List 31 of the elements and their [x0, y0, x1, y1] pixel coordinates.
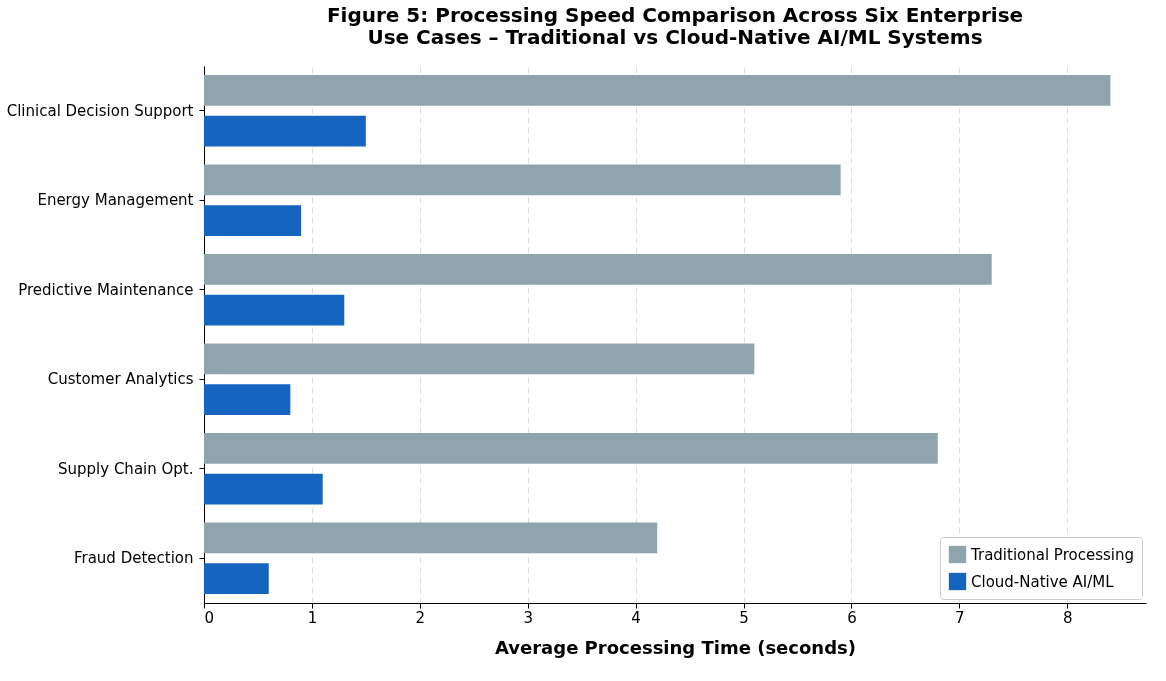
bar [204, 343, 755, 375]
y-tick-label: Clinical Decision Support [6, 101, 194, 120]
x-tick-label: 4 [631, 608, 641, 627]
x-tick-label: 6 [847, 608, 857, 627]
bar [204, 253, 992, 285]
bar [204, 563, 269, 595]
bar [204, 432, 938, 464]
x-tick-label: 3 [523, 608, 533, 627]
bar [204, 384, 291, 416]
legend-label: Cloud-Native AI/ML [971, 572, 1115, 591]
y-tick-label: Supply Chain Opt. [58, 459, 194, 478]
x-tick-label: 0 [204, 608, 215, 627]
y-tick-label: Energy Management [37, 191, 194, 210]
x-tick-label: 2 [415, 608, 426, 627]
bar [204, 74, 1111, 106]
x-tick-label: 5 [739, 608, 749, 627]
y-tick-label: Customer Analytics [47, 370, 194, 389]
bar [204, 115, 366, 147]
chart-title: Figure 5: Processing Speed Comparison Across Six Enterprise Use Cases – Traditional vs Cloud-Native AI/ML Systems [326, 3, 1024, 49]
bar [204, 522, 658, 554]
y-tick-label: Predictive Maintenance [18, 280, 194, 299]
bar [204, 473, 323, 505]
bar [204, 164, 841, 196]
x-tick-label: 7 [955, 608, 965, 627]
x-tick-label: 1 [307, 608, 318, 627]
x-axis-title: Average Processing Time (seconds) [495, 636, 856, 658]
legend-label: Traditional Processing [970, 545, 1134, 564]
x-tick-label: 8 [1062, 608, 1073, 627]
bar [204, 294, 345, 326]
y-tick-label: Fraud Detection [73, 549, 194, 568]
bar [204, 205, 302, 237]
